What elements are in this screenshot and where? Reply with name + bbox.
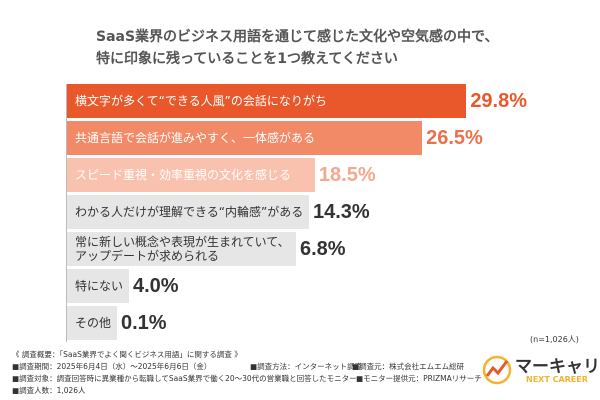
value-label: 0.1% [121, 311, 167, 334]
logo-tagline: NEXT CAREER [526, 375, 588, 384]
footnote: ■調査元：株式会社エムエム総研 [352, 362, 465, 371]
category-label: 常に新しい概念や表現が生まれていて、 アップデートが求められる [75, 235, 290, 263]
bar [67, 195, 259, 229]
bar [67, 158, 315, 192]
category-label: 共通言語で会話が進みやすく、一体感がある [75, 131, 316, 145]
value-label: 26.5% [426, 126, 483, 149]
category-label: 横文字が多くて“できる人風”の会話になりがち [75, 94, 327, 108]
value-label: 6.8% [300, 237, 346, 260]
footnote: ■調査対象：調査回答時に異業種から転職してSaaS業界で働く20〜30代の営業職… [12, 374, 357, 383]
category-label: わかる人だけが理解できる“内輪感”がある [75, 205, 304, 219]
sample-note: (n=1,026人) [530, 335, 579, 344]
value-label: 14.3% [313, 200, 370, 223]
category-label: スピード重視・効率重視の文化を感じる [75, 168, 292, 182]
footnote: ■調査方法：インターネット調査 [250, 362, 363, 371]
value-label: 29.8% [470, 89, 528, 112]
category-label: その他 [75, 316, 112, 330]
bar [67, 306, 69, 340]
logo-icon [482, 355, 512, 385]
axis-line [66, 84, 67, 342]
value-label: 18.5% [318, 163, 376, 186]
logo-name: マーキャリ [515, 357, 600, 377]
bar [67, 84, 467, 118]
footnote: ■調査人数：1,026人 [12, 386, 86, 395]
bar [67, 121, 423, 155]
bar [67, 269, 121, 303]
label-background [67, 306, 117, 340]
footnote: ■調査期間：2025年6月4日（水）〜2025年6月6日（金） [12, 362, 212, 371]
category-label: 特にない [75, 279, 124, 293]
footnote: 《 調査概要：「SaaS業界でよく聞くビジネス用語」に関する調査 》 [12, 350, 242, 359]
chart-title: SaaS業界のビジネス用語を通じて感じた文化や空気感の中で、 特に印象に残ってい… [96, 29, 499, 67]
bar [67, 232, 159, 266]
footnote: ■モニター提供元：PRIZMAリサーチ [356, 374, 482, 383]
value-label: 4.0% [133, 274, 179, 297]
